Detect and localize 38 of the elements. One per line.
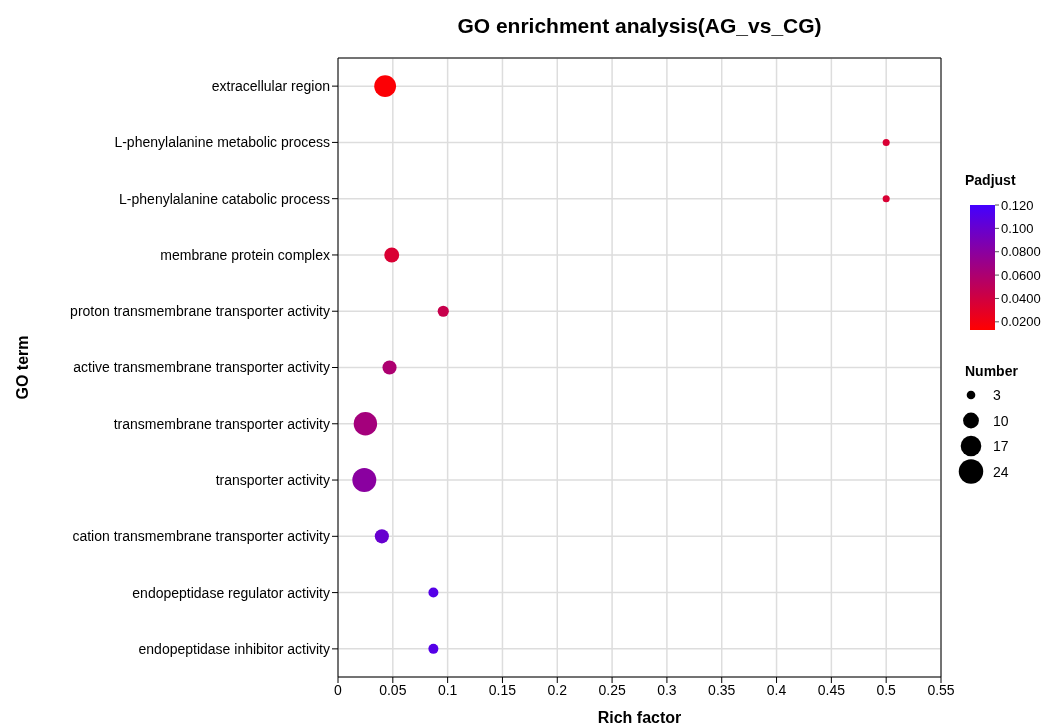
x-tick-label: 0.35 bbox=[708, 681, 736, 698]
x-tick-label: 0.25 bbox=[598, 681, 626, 698]
color-bar-label: 0.0400 bbox=[1001, 290, 1041, 306]
y-tick-label: endopeptidase regulator activity bbox=[132, 584, 330, 601]
x-tick-label: 0.45 bbox=[817, 681, 846, 698]
x-tick-label: 0.05 bbox=[379, 681, 407, 698]
y-tick-label: membrane protein complex bbox=[160, 246, 330, 263]
color-bar-label: 0.0800 bbox=[1001, 244, 1041, 260]
y-tick-label: active transmembrane transporter activity bbox=[73, 359, 330, 376]
y-tick-label: cation transmembrane transporter activity bbox=[72, 528, 330, 545]
x-axis-title: Rich factor bbox=[597, 709, 682, 723]
legend-label: 10 bbox=[993, 412, 1009, 429]
chart-title: GO enrichment analysis(AG_vs_CG) bbox=[456, 14, 823, 38]
y-tick-label: endopeptidase inhibitor activity bbox=[138, 640, 330, 657]
x-tick-label: 0.3 bbox=[657, 681, 677, 698]
y-tick-label: L-phenylalanine catabolic process bbox=[119, 190, 330, 207]
x-tick-label: 0 bbox=[334, 681, 343, 698]
color-bar-title: Padjust bbox=[965, 172, 1016, 188]
y-axis-title: GO term bbox=[13, 335, 31, 400]
x-tick-label: 0.4 bbox=[766, 681, 787, 698]
y-tick-label: L-phenylalanine metabolic process bbox=[114, 134, 330, 151]
x-tick-label: 0.15 bbox=[488, 681, 517, 698]
y-tick-label: proton transmembrane transporter activity bbox=[70, 303, 330, 320]
y-tick-label: extracellular region bbox=[211, 78, 330, 95]
legend-title: Number bbox=[965, 363, 1019, 379]
color-bar-label: 0.100 bbox=[1001, 220, 1034, 236]
y-tick-label: transporter activity bbox=[215, 472, 330, 489]
legend-label: 24 bbox=[993, 463, 1009, 480]
color-bar-label: 0.120 bbox=[1001, 197, 1034, 213]
x-tick-label: 0.55 bbox=[927, 681, 955, 698]
color-bar-label: 0.0200 bbox=[1001, 314, 1041, 330]
legend-label: 17 bbox=[993, 438, 1009, 454]
x-tick-label: 0.1 bbox=[437, 681, 458, 698]
x-tick-label: 0.2 bbox=[547, 681, 568, 698]
color-bar-label: 0.0600 bbox=[1001, 267, 1041, 283]
y-tick-label: transmembrane transporter activity bbox=[113, 415, 330, 432]
x-tick-label: 0.5 bbox=[876, 681, 897, 698]
legend-label: 3 bbox=[993, 387, 1001, 403]
